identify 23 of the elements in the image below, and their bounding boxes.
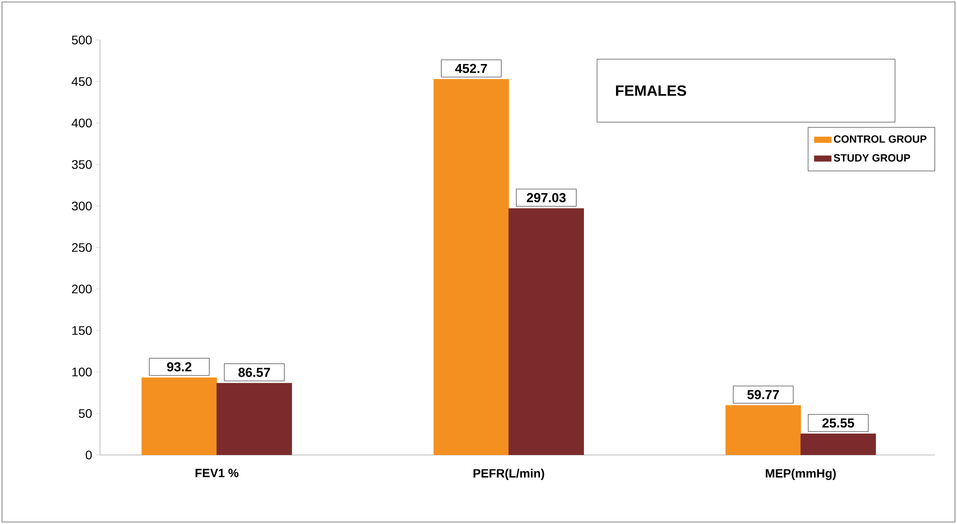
y-tick-label: 400 (72, 118, 92, 128)
text: FEMALES (616, 85, 686, 96)
legend-label: STUDY GROUP (834, 154, 910, 162)
data-label: 297.03 (526, 193, 566, 202)
y-tick-label: 150 (72, 326, 92, 335)
x-tick-label: MEP(mmHg) (766, 468, 836, 480)
data-label: 86.57 (238, 368, 270, 377)
y-tick-label: 500 (72, 36, 92, 44)
y-tick-label: 250 (72, 243, 92, 252)
data-label: 25.55 (822, 418, 854, 428)
data-label: 93.2 (167, 362, 192, 372)
y-tick-label: 0 (86, 450, 92, 460)
y-tick-label: 200 (72, 284, 92, 294)
data-label: 59.77 (747, 390, 779, 400)
y-tick-label: 50 (78, 409, 92, 418)
y-tick-label: 300 (72, 202, 92, 210)
x-tick-label: FEV1 % (196, 468, 238, 478)
legend-label: CONTROL GROUP (834, 135, 926, 143)
y-tick-label: 450 (72, 77, 92, 86)
y-tick-label: 350 (72, 160, 92, 169)
y-tick-label: 100 (72, 368, 92, 376)
x-tick-label: PEFR(L/min) (474, 468, 544, 480)
data-label: 452.7 (455, 64, 487, 74)
